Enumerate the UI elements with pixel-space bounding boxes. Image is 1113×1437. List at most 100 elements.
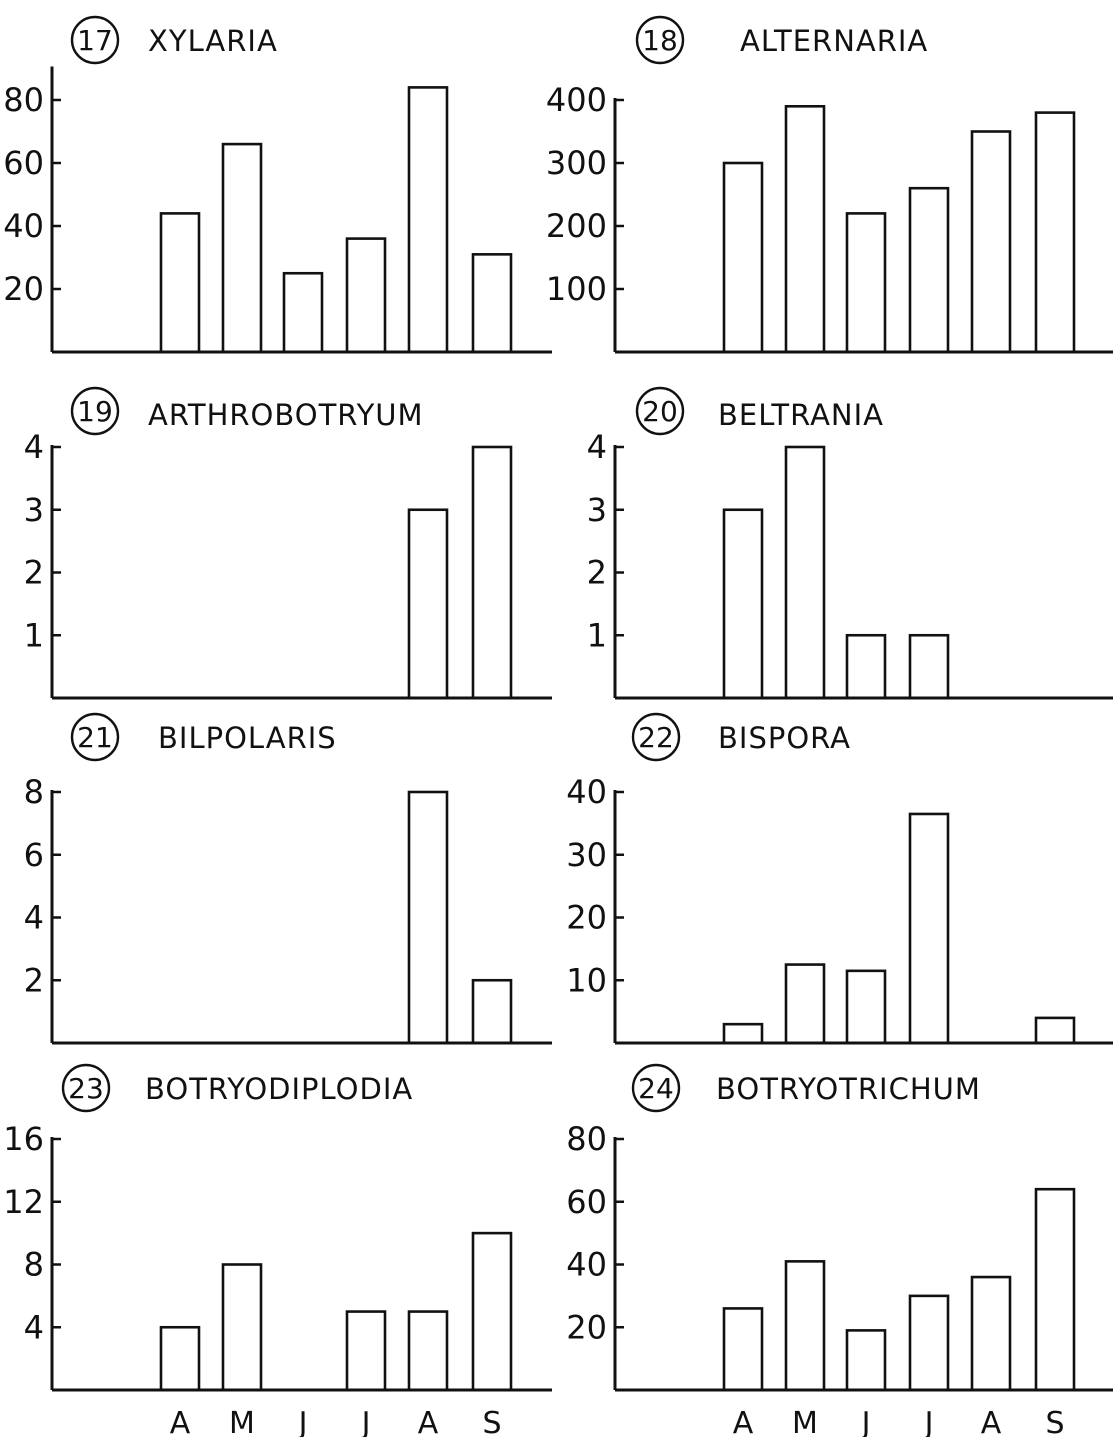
chart-23-month-label-4: A <box>418 1406 439 1437</box>
chart-18-title: ALTERNARIA <box>740 24 928 58</box>
chart-24-bar-mar <box>722 1307 764 1392</box>
chart-20-bar-jun <box>908 633 950 700</box>
chart-24-ytick-label-80: 80 <box>566 1120 607 1158</box>
chart-17-number: 17 <box>77 24 113 57</box>
chart-24-ytick-label-60: 60 <box>566 1183 607 1221</box>
chart-17-ytick-label-20: 20 <box>3 270 44 308</box>
chart-23-bar-mar <box>159 1325 201 1392</box>
chart-18-bar-apr <box>784 105 826 354</box>
chart-21-ytick-label-4: 4 <box>24 899 44 937</box>
chart-24-bar-jul <box>970 1275 1012 1392</box>
chart-18-bar-may <box>845 212 887 354</box>
chart-21-ytick-label-8: 8 <box>24 773 44 811</box>
chart-24-month-label-5: S <box>1045 1406 1064 1437</box>
chart-17-title: XYLARIA <box>148 24 278 58</box>
chart-24-title: BOTRYOTRICHUM <box>716 1072 981 1106</box>
chart-24-number-circle <box>631 1063 681 1113</box>
chart-23-month-label-5: S <box>482 1406 501 1437</box>
chart-21-bar-aug <box>471 978 513 1045</box>
chart-19-bar-jul <box>407 508 449 700</box>
chart-22-ytick-label-30: 30 <box>566 836 607 874</box>
chart-22-bar-mar <box>722 1022 764 1045</box>
chart-22-bar-apr <box>784 963 826 1045</box>
chart-20-bar-mar <box>722 508 764 700</box>
chart-20-ytick-label-4: 4 <box>587 428 607 466</box>
chart-24-bar-may <box>845 1329 887 1392</box>
chart-21-ytick-label-6: 6 <box>24 836 44 874</box>
chart-18-number: 18 <box>642 24 678 57</box>
chart-19-title: ARTHROBOTRYUM <box>148 398 424 432</box>
chart-23-month-label-1: M <box>229 1406 255 1437</box>
chart-20-number: 20 <box>642 395 678 428</box>
chart-19-ytick-label-1: 1 <box>24 616 44 654</box>
chart-19-ytick-label-2: 2 <box>24 554 44 592</box>
chart-17-number-circle <box>70 15 120 65</box>
chart-20-bar-apr <box>784 445 826 700</box>
chart-24-month-label-4: A <box>981 1406 1002 1437</box>
chart-18-ytick-label-300: 300 <box>546 144 607 182</box>
chart-18-ytick-label-200: 200 <box>546 207 607 245</box>
chart-24-bar-apr <box>784 1260 826 1392</box>
chart-19-bar-aug <box>471 445 513 700</box>
chart-17-bar-aug <box>471 253 513 354</box>
chart-24-month-label-2: J <box>860 1406 871 1437</box>
chart-17-bar-jun <box>345 237 387 354</box>
chart-23-bar-apr <box>221 1263 263 1392</box>
chart-23-bar-aug <box>471 1231 513 1392</box>
chart-21-title: BILPOLARIS <box>158 721 337 755</box>
chart-20-number-circle <box>635 386 685 436</box>
chart-21-number: 21 <box>77 721 113 754</box>
chart-24-month-label-1: M <box>792 1406 818 1437</box>
chart-24-number: 24 <box>638 1072 674 1105</box>
chart-18-bar-aug <box>1034 111 1076 354</box>
chart-17-ytick-label-80: 80 <box>3 81 44 119</box>
chart-23-month-label-0: A <box>170 1406 191 1437</box>
chart-24-month-label-0: A <box>733 1406 754 1437</box>
chart-17-ytick-label-60: 60 <box>3 144 44 182</box>
chart-23-number: 23 <box>68 1072 104 1105</box>
chart-17-bar-apr <box>221 142 263 354</box>
chart-24-bar-aug <box>1034 1187 1076 1392</box>
chart-23-title: BOTRYODIPLODIA <box>145 1072 413 1106</box>
chart-22-title: BISPORA <box>718 721 851 755</box>
chart-22-bar-may <box>845 969 887 1045</box>
chart-21-number-circle <box>70 712 120 762</box>
chart-24-month-label-3: J <box>923 1406 934 1437</box>
chart-23-ytick-label-4: 4 <box>24 1308 44 1346</box>
chart-24-ytick-label-40: 40 <box>566 1246 607 1284</box>
chart-23-bar-jul <box>407 1310 449 1392</box>
chart-23-month-label-3: J <box>360 1406 371 1437</box>
chart-18-ytick-label-400: 400 <box>546 81 607 119</box>
chart-24-ytick-label-20: 20 <box>566 1308 607 1346</box>
chart-18-bar-jul <box>970 130 1012 354</box>
chart-18-bar-jun <box>908 186 950 354</box>
chart-23-ytick-label-16: 16 <box>3 1120 44 1158</box>
chart-22-bar-jun <box>908 812 950 1045</box>
chart-21-ytick-label-2: 2 <box>24 961 44 999</box>
chart-22-bar-aug <box>1034 1016 1076 1045</box>
chart-22-number: 22 <box>638 721 674 754</box>
chart-20-title: BELTRANIA <box>718 398 884 432</box>
chart-17-bar-jul <box>407 86 449 354</box>
chart-23-number-circle <box>61 1063 111 1113</box>
chart-20-ytick-label-3: 3 <box>587 491 607 529</box>
chart-17-ytick-label-40: 40 <box>3 207 44 245</box>
chart-23-ytick-label-8: 8 <box>24 1246 44 1284</box>
chart-22-ytick-label-10: 10 <box>566 961 607 999</box>
chart-19-ytick-label-3: 3 <box>24 491 44 529</box>
chart-19-number: 19 <box>77 395 113 428</box>
chart-20-ytick-label-1: 1 <box>587 616 607 654</box>
chart-18-ytick-label-100: 100 <box>546 270 607 308</box>
chart-24-bar-jun <box>908 1294 950 1392</box>
chart-23-month-label-2: J <box>297 1406 308 1437</box>
chart-22-ytick-label-40: 40 <box>566 773 607 811</box>
chart-18-number-circle <box>635 15 685 65</box>
chart-18-bar-mar <box>722 161 764 354</box>
chart-17-bar-may <box>282 271 324 354</box>
chart-23-bar-jun <box>345 1310 387 1392</box>
chart-19-number-circle <box>70 386 120 436</box>
chart-21-bar-jul <box>407 790 449 1045</box>
chart-22-ytick-label-20: 20 <box>566 899 607 937</box>
chart-23-ytick-label-12: 12 <box>3 1183 44 1221</box>
